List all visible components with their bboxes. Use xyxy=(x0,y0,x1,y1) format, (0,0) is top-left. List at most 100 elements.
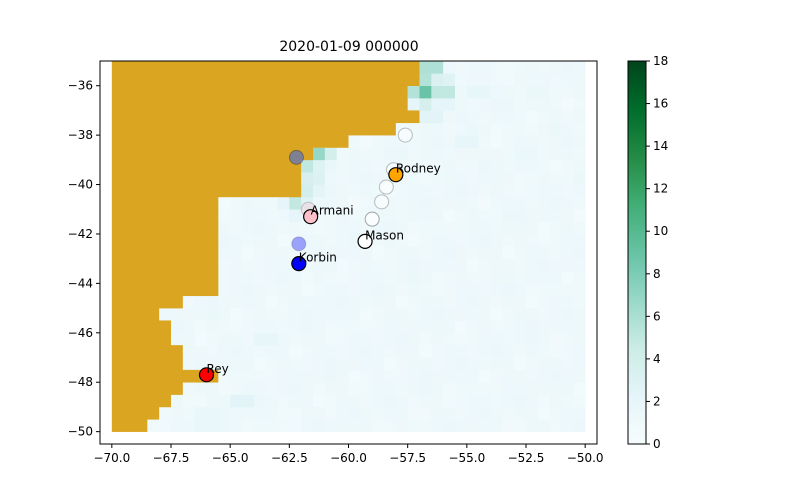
field-cell xyxy=(478,61,491,74)
field-cell xyxy=(407,85,420,99)
field-cell xyxy=(502,135,515,148)
field-cell xyxy=(324,394,337,408)
field-cell xyxy=(277,258,290,272)
field-cell xyxy=(289,369,302,383)
field-cell xyxy=(419,369,432,383)
field-cell xyxy=(455,159,468,173)
field-cell xyxy=(372,419,385,432)
field-cell xyxy=(537,419,550,432)
field-cell xyxy=(514,221,527,235)
field-cell xyxy=(431,122,444,136)
field-cell xyxy=(502,209,515,222)
field-cell xyxy=(360,135,373,148)
field-cell xyxy=(265,283,278,297)
chart-title: 2020-01-09 000000 xyxy=(279,39,418,55)
field-cell xyxy=(455,172,468,185)
land-cell xyxy=(111,122,396,136)
field-cell xyxy=(336,394,349,408)
field-cell xyxy=(159,308,172,321)
field-cell xyxy=(360,345,373,358)
field-cell xyxy=(324,283,337,297)
field-cell xyxy=(537,184,550,198)
marker-label-rey: Rey xyxy=(207,362,229,376)
land-cell xyxy=(111,295,183,309)
field-cell xyxy=(384,221,397,235)
field-cell xyxy=(360,184,373,198)
field-cell xyxy=(242,394,255,408)
field-cell xyxy=(537,394,550,408)
field-cell xyxy=(537,110,550,124)
field-cell xyxy=(466,258,479,272)
field-cell xyxy=(490,357,503,371)
field-cell xyxy=(549,357,562,371)
field-cell xyxy=(455,394,468,408)
field-cell xyxy=(206,308,219,321)
field-cell xyxy=(182,320,195,334)
field-cell xyxy=(194,419,207,432)
field-cell xyxy=(218,221,231,235)
field-cell xyxy=(159,406,172,420)
field-cell xyxy=(419,406,432,420)
field-cell xyxy=(230,394,243,408)
field-cell xyxy=(419,283,432,297)
field-cell xyxy=(277,271,290,284)
field-cell xyxy=(372,320,385,334)
field-cell xyxy=(230,332,243,346)
field-cell xyxy=(419,394,432,408)
field-cell xyxy=(194,357,207,371)
field-cell xyxy=(253,271,266,284)
field-cell xyxy=(313,184,326,198)
field-cell xyxy=(265,406,278,420)
field-cell xyxy=(502,271,515,284)
field-cell xyxy=(360,271,373,284)
field-cell xyxy=(455,73,468,87)
field-cell xyxy=(407,172,420,185)
field-cell xyxy=(301,382,314,395)
field-cell xyxy=(348,135,361,148)
field-cell xyxy=(419,357,432,371)
field-cell xyxy=(573,345,586,358)
field-cell xyxy=(372,233,385,247)
field-cell xyxy=(514,295,527,309)
field-cell xyxy=(478,73,491,87)
field-cell xyxy=(242,246,255,259)
field-cell xyxy=(336,147,349,161)
field-cell xyxy=(455,369,468,383)
field-cell xyxy=(431,406,444,420)
field-cell xyxy=(218,369,231,383)
field-cell xyxy=(336,209,349,222)
field-cell xyxy=(466,332,479,346)
field-cell xyxy=(526,172,539,185)
field-cell xyxy=(431,308,444,321)
field-cell xyxy=(490,295,503,309)
field-cell xyxy=(407,271,420,284)
field-cell xyxy=(431,345,444,358)
field-cell xyxy=(277,283,290,297)
field-cell xyxy=(490,382,503,395)
field-cell xyxy=(313,394,326,408)
field-cell xyxy=(561,394,574,408)
field-cell xyxy=(324,233,337,247)
field-cell xyxy=(336,345,349,358)
field-cell xyxy=(561,147,574,161)
field-cell xyxy=(182,308,195,321)
field-cell xyxy=(218,283,231,297)
field-cell xyxy=(490,332,503,346)
field-cell xyxy=(242,258,255,272)
field-cell xyxy=(537,172,550,185)
plot-area: Rodney Armani Mason Korbin Rey xyxy=(99,60,598,445)
field-cell xyxy=(348,172,361,185)
field-cell xyxy=(182,357,195,371)
field-cell xyxy=(431,295,444,309)
field-cell xyxy=(431,110,444,124)
field-cell xyxy=(573,196,586,210)
field-cell xyxy=(419,61,432,74)
field-cell xyxy=(455,246,468,259)
field-cell xyxy=(242,332,255,346)
field-cell xyxy=(502,320,515,334)
field-cell xyxy=(265,308,278,321)
field-cell xyxy=(206,345,219,358)
field-cell xyxy=(443,221,456,235)
field-cell xyxy=(549,332,562,346)
field-cell xyxy=(419,135,432,148)
